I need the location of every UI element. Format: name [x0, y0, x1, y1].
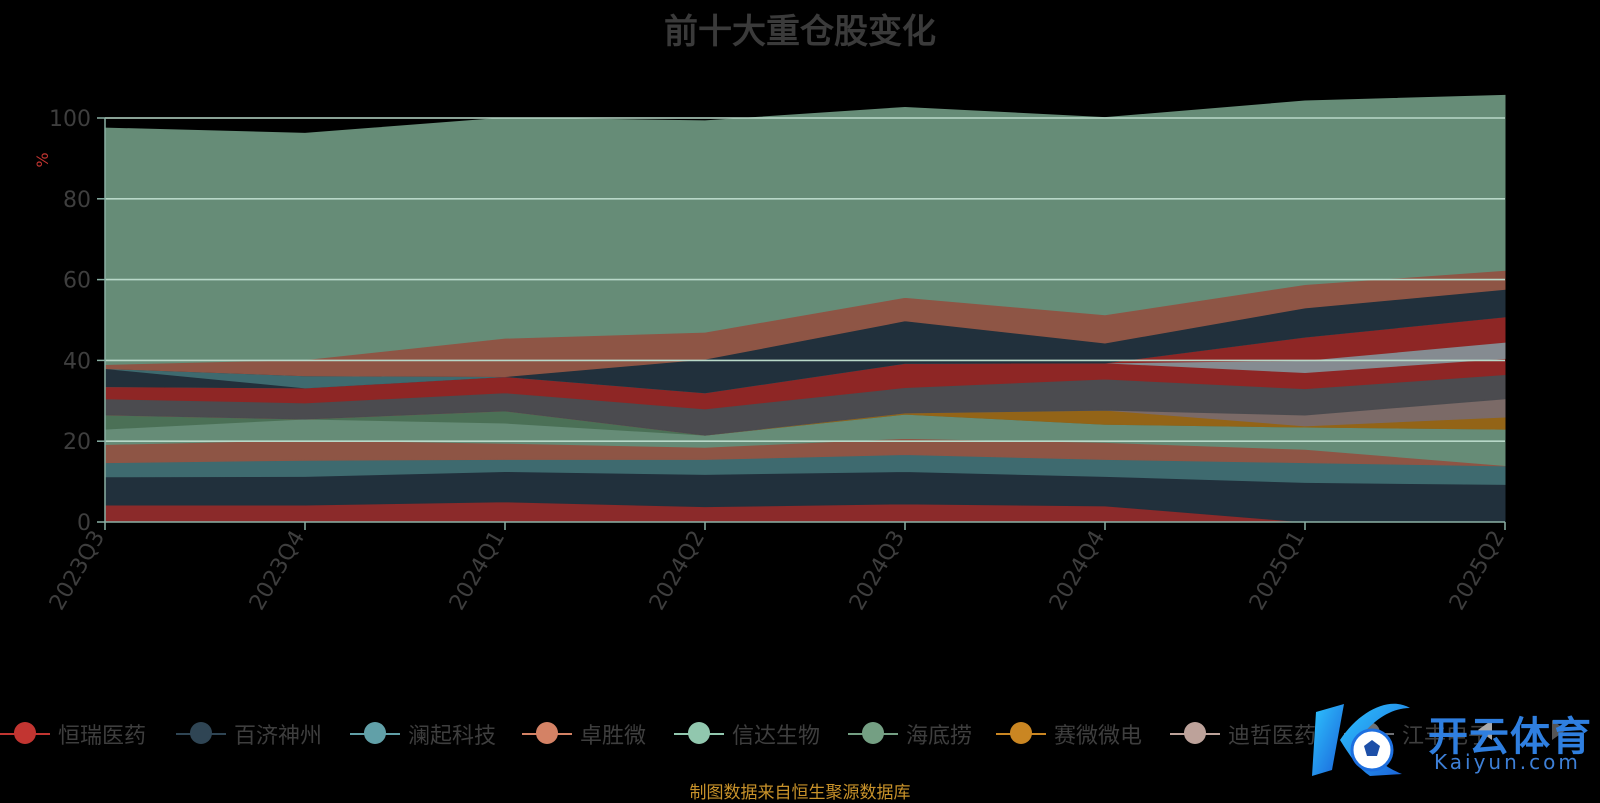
legend-label: 信达生物 [732, 724, 821, 749]
legend-item[interactable]: 卓胜微 [522, 716, 646, 752]
y-tick-label: 20 [63, 430, 91, 455]
kaiyun-logo: 开云体育 Kaiyun.com [1310, 700, 1600, 780]
x-tick-label: 2024Q2 [645, 527, 710, 615]
y-axis-label: % [33, 152, 52, 167]
area-layers [104, 94, 1506, 523]
kaiyun-k-icon [1312, 703, 1410, 776]
x-tick-label: 2023Q3 [45, 527, 110, 615]
legend-item[interactable]: 恒瑞医药 [0, 716, 146, 752]
legend-item[interactable]: 澜起科技 [350, 716, 496, 752]
legend-swatch [674, 722, 724, 744]
x-tick-label: 2024Q1 [445, 527, 510, 615]
legend-swatch [996, 722, 1046, 744]
legend-label: 百济神州 [234, 724, 323, 749]
y-tick-label: 60 [63, 269, 91, 294]
legend-swatch [0, 722, 50, 744]
gridlines [105, 117, 1505, 443]
y-tick-label: 100 [49, 107, 91, 132]
y-tick-label: 0 [77, 511, 91, 536]
x-tick-label: 2024Q3 [845, 527, 910, 615]
legend-swatch [350, 722, 400, 744]
legend-label: 恒瑞医药 [58, 724, 147, 749]
legend-dot-icon [190, 722, 212, 744]
source-note: 制图数据来自恒生聚源数据库 [689, 783, 911, 803]
legend-dot-icon [688, 722, 710, 744]
legend-dot-icon [1010, 722, 1032, 744]
y-tick-label: 80 [63, 188, 91, 213]
legend-label: 江丰电子 [1402, 724, 1491, 749]
area-series-16 [104, 94, 1506, 365]
legend-item[interactable]: 赛微微电 [996, 716, 1142, 752]
legend-item[interactable]: 迪哲医药 [1170, 716, 1316, 752]
legend-swatch [522, 722, 572, 744]
legend-label: 迪哲医药 [1228, 724, 1317, 749]
legend-label: 海底捞 [906, 724, 973, 749]
x-tick-label: 2024Q4 [1045, 527, 1110, 615]
x-tick-label: 2025Q2 [1445, 527, 1510, 615]
legend-swatch [176, 722, 226, 744]
legend-dot-icon [536, 722, 558, 744]
legend-label: 赛微微电 [1054, 724, 1143, 749]
chart-title: 前十大重仓股变化 [664, 12, 936, 52]
y-tick-label: 40 [63, 349, 91, 374]
legend-dot-icon [1184, 722, 1206, 744]
legend-item[interactable]: 百济神州 [176, 716, 322, 752]
legend-swatch [1170, 722, 1220, 744]
legend-swatch [848, 722, 898, 744]
x-tick-label: 2023Q4 [245, 527, 310, 615]
legend-label: 澜起科技 [408, 724, 497, 749]
legend-label: 卓胜微 [580, 724, 647, 749]
legend-item[interactable]: 海底捞 [848, 716, 972, 752]
legend-prev-button[interactable] [1478, 720, 1492, 740]
logo-text-en: Kaiyun.com [1434, 750, 1581, 774]
legend-item[interactable]: 信达生物 [674, 716, 820, 752]
legend-next-button[interactable] [1552, 720, 1566, 740]
legend-dot-icon [862, 722, 884, 744]
logo-text-cn: 开云体育 [1428, 714, 1592, 760]
x-tick-label: 2025Q1 [1245, 527, 1310, 615]
legend-dot-icon [364, 722, 386, 744]
legend-dot-icon [14, 722, 36, 744]
